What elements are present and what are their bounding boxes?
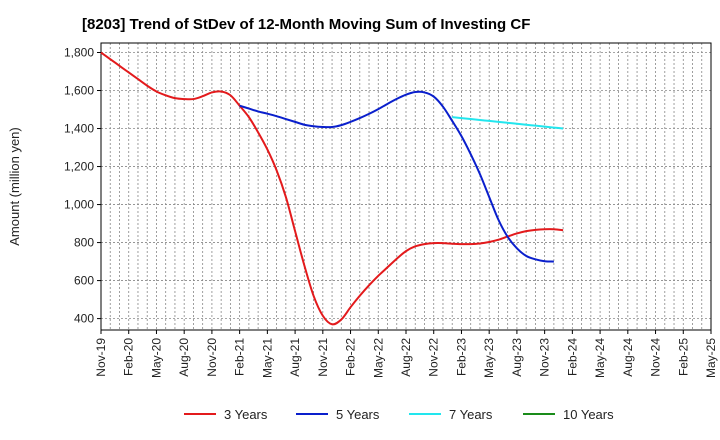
x-tick-label: May-25: [704, 338, 718, 378]
y-tick-label: 1,600: [64, 84, 94, 98]
legend-label-10-years: 10 Years: [563, 407, 614, 422]
x-tick-label: May-23: [482, 338, 496, 378]
series-line-5-years: [239, 90, 554, 263]
x-tick-label: Nov-20: [205, 338, 219, 377]
grid: [101, 43, 711, 330]
x-tick-label: Nov-24: [649, 338, 663, 377]
x-tick-label: Feb-24: [565, 338, 579, 376]
x-axis: Nov-19 Feb-20 May-20 Aug-20 Nov-20 Feb-21 May-…: [94, 330, 718, 378]
plot-area: [100, 42, 712, 331]
y-tick-label: 1,800: [64, 46, 94, 60]
x-tick-label: May-20: [149, 338, 163, 378]
legend-label-5-years: 5 Years: [336, 407, 380, 422]
legend-label-3-years: 3 Years: [224, 407, 268, 422]
y-axis-label: Amount (million yen): [7, 127, 22, 246]
x-tick-label: May-22: [371, 338, 385, 378]
x-tick-label: Feb-25: [676, 338, 690, 376]
x-tick-label: Nov-22: [427, 338, 441, 377]
x-tick-label: Nov-23: [538, 338, 552, 377]
y-tick-label: 400: [74, 312, 94, 326]
y-tick-label: 1,000: [64, 198, 94, 212]
x-tick-label: Nov-21: [316, 338, 330, 377]
x-tick-label: Aug-24: [621, 338, 635, 377]
x-tick-label: Feb-21: [233, 338, 247, 376]
x-tick-label: Feb-23: [454, 338, 468, 376]
y-tick-label: 1,200: [64, 160, 94, 174]
x-tick-label: Aug-23: [510, 338, 524, 377]
x-tick-label: Aug-21: [288, 338, 302, 377]
y-tick-label: 1,400: [64, 122, 94, 136]
x-tick-label: Aug-20: [177, 338, 191, 377]
x-tick-label: Feb-20: [122, 338, 136, 376]
y-axis: 400 600 800 1,000 1,200 1,400 1,600 1,800: [64, 46, 101, 326]
x-tick-label: Aug-22: [399, 338, 413, 377]
legend: 3 Years 5 Years 7 Years 10 Years: [184, 407, 614, 422]
y-tick-label: 600: [74, 274, 94, 288]
x-tick-label: Feb-22: [344, 338, 358, 376]
y-tick-label: 800: [74, 236, 94, 250]
series-lines: [100, 51, 564, 326]
chart-title: [8203] Trend of StDev of 12-Month Moving…: [82, 16, 530, 33]
x-tick-label: Nov-19: [94, 338, 108, 377]
series-line-7-years: [452, 116, 564, 130]
x-tick-label: May-24: [593, 338, 607, 378]
x-tick-label: May-21: [260, 338, 274, 378]
series-line-3-years: [100, 51, 564, 326]
legend-label-7-years: 7 Years: [449, 407, 493, 422]
